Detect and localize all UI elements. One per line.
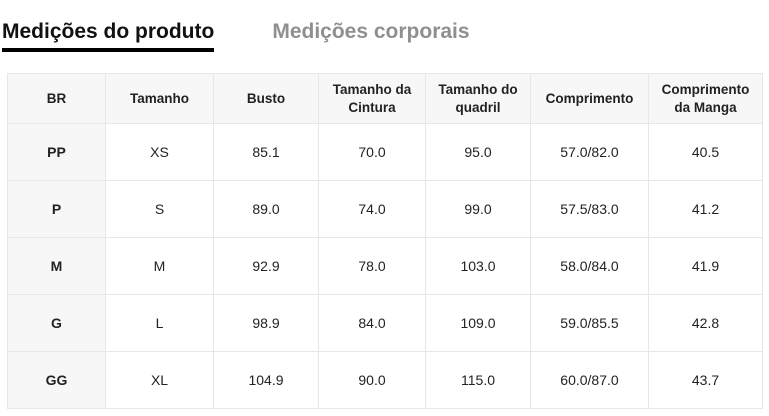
measurement-cell: 90.0 (318, 351, 426, 410)
row-label-cell: M (7, 237, 106, 296)
table-body: PP XS 85.1 70.0 95.0 57.0/82.0 40.5 P S 89.0 74.0 9… (7, 123, 763, 410)
table-row: PP XS 85.1 70.0 95.0 57.0/82.0 40.5 (7, 123, 763, 182)
table-row: M M 92.9 78.0 103.0 58.0/84.0 41.9 (7, 237, 763, 296)
measurement-cell: 41.2 (648, 180, 763, 239)
measurement-cell: 103.0 (425, 237, 531, 296)
table-row: P S 89.0 74.0 99.0 57.5/83.0 41.2 (7, 180, 763, 239)
column-header: Tamanho do quadril (425, 73, 531, 125)
measurement-cell: 59.0/85.5 (530, 294, 649, 353)
table-row: GG XL 104.9 90.0 115.0 60.0/87.0 43.7 (7, 351, 763, 410)
measurement-cell: 104.9 (213, 351, 319, 410)
tab-product-measurements[interactable]: Medições do produto (2, 19, 215, 53)
table-row: G L 98.9 84.0 109.0 59.0/85.5 42.8 (7, 294, 763, 353)
measurement-cell: 89.0 (213, 180, 319, 239)
column-header: Tamanho (105, 73, 214, 125)
column-header: Busto (213, 73, 319, 125)
measurement-cell: 41.9 (648, 237, 763, 296)
measurement-tabs: Medições do produto Medições corporais (0, 0, 769, 53)
measurement-cell: 95.0 (425, 123, 531, 182)
measurement-cell: S (105, 180, 214, 239)
column-header: Tamanho da Cintura (318, 73, 426, 125)
measurement-cell: 99.0 (425, 180, 531, 239)
tab-body-measurements[interactable]: Medições corporais (272, 20, 470, 43)
measurement-cell: L (105, 294, 214, 353)
measurement-cell: 60.0/87.0 (530, 351, 649, 410)
measurement-cell: 58.0/84.0 (530, 237, 649, 296)
header-row: BR Tamanho Busto Tamanho da Cintura Tamanho … (7, 73, 763, 125)
row-label-cell: PP (7, 123, 106, 182)
row-label-cell: GG (7, 351, 106, 410)
column-header: Comprimento da Manga (648, 73, 763, 125)
measurement-cell: 78.0 (318, 237, 426, 296)
measurement-cell: 70.0 (318, 123, 426, 182)
size-measurements-table: BR Tamanho Busto Tamanho da Cintura Tamanho … (7, 73, 763, 410)
measurement-cell: 43.7 (648, 351, 763, 410)
table-head: BR Tamanho Busto Tamanho da Cintura Tamanho … (7, 73, 763, 125)
measurement-cell: M (105, 237, 214, 296)
measurement-cell: 40.5 (648, 123, 763, 182)
measurement-cell: 98.9 (213, 294, 319, 353)
measurement-cell: 85.1 (213, 123, 319, 182)
measurement-cell: 109.0 (425, 294, 531, 353)
row-label-cell: P (7, 180, 106, 239)
measurement-cell: 42.8 (648, 294, 763, 353)
column-header: Comprimento (530, 73, 649, 125)
measurement-cell: 57.5/83.0 (530, 180, 649, 239)
measurement-cell: XS (105, 123, 214, 182)
row-label-cell: G (7, 294, 106, 353)
measurement-cell: 57.0/82.0 (530, 123, 649, 182)
measurement-cell: 74.0 (318, 180, 426, 239)
measurement-cell: 84.0 (318, 294, 426, 353)
measurement-cell: 92.9 (213, 237, 319, 296)
measurement-cell: XL (105, 351, 214, 410)
column-header: BR (7, 73, 106, 125)
measurement-cell: 115.0 (425, 351, 531, 410)
